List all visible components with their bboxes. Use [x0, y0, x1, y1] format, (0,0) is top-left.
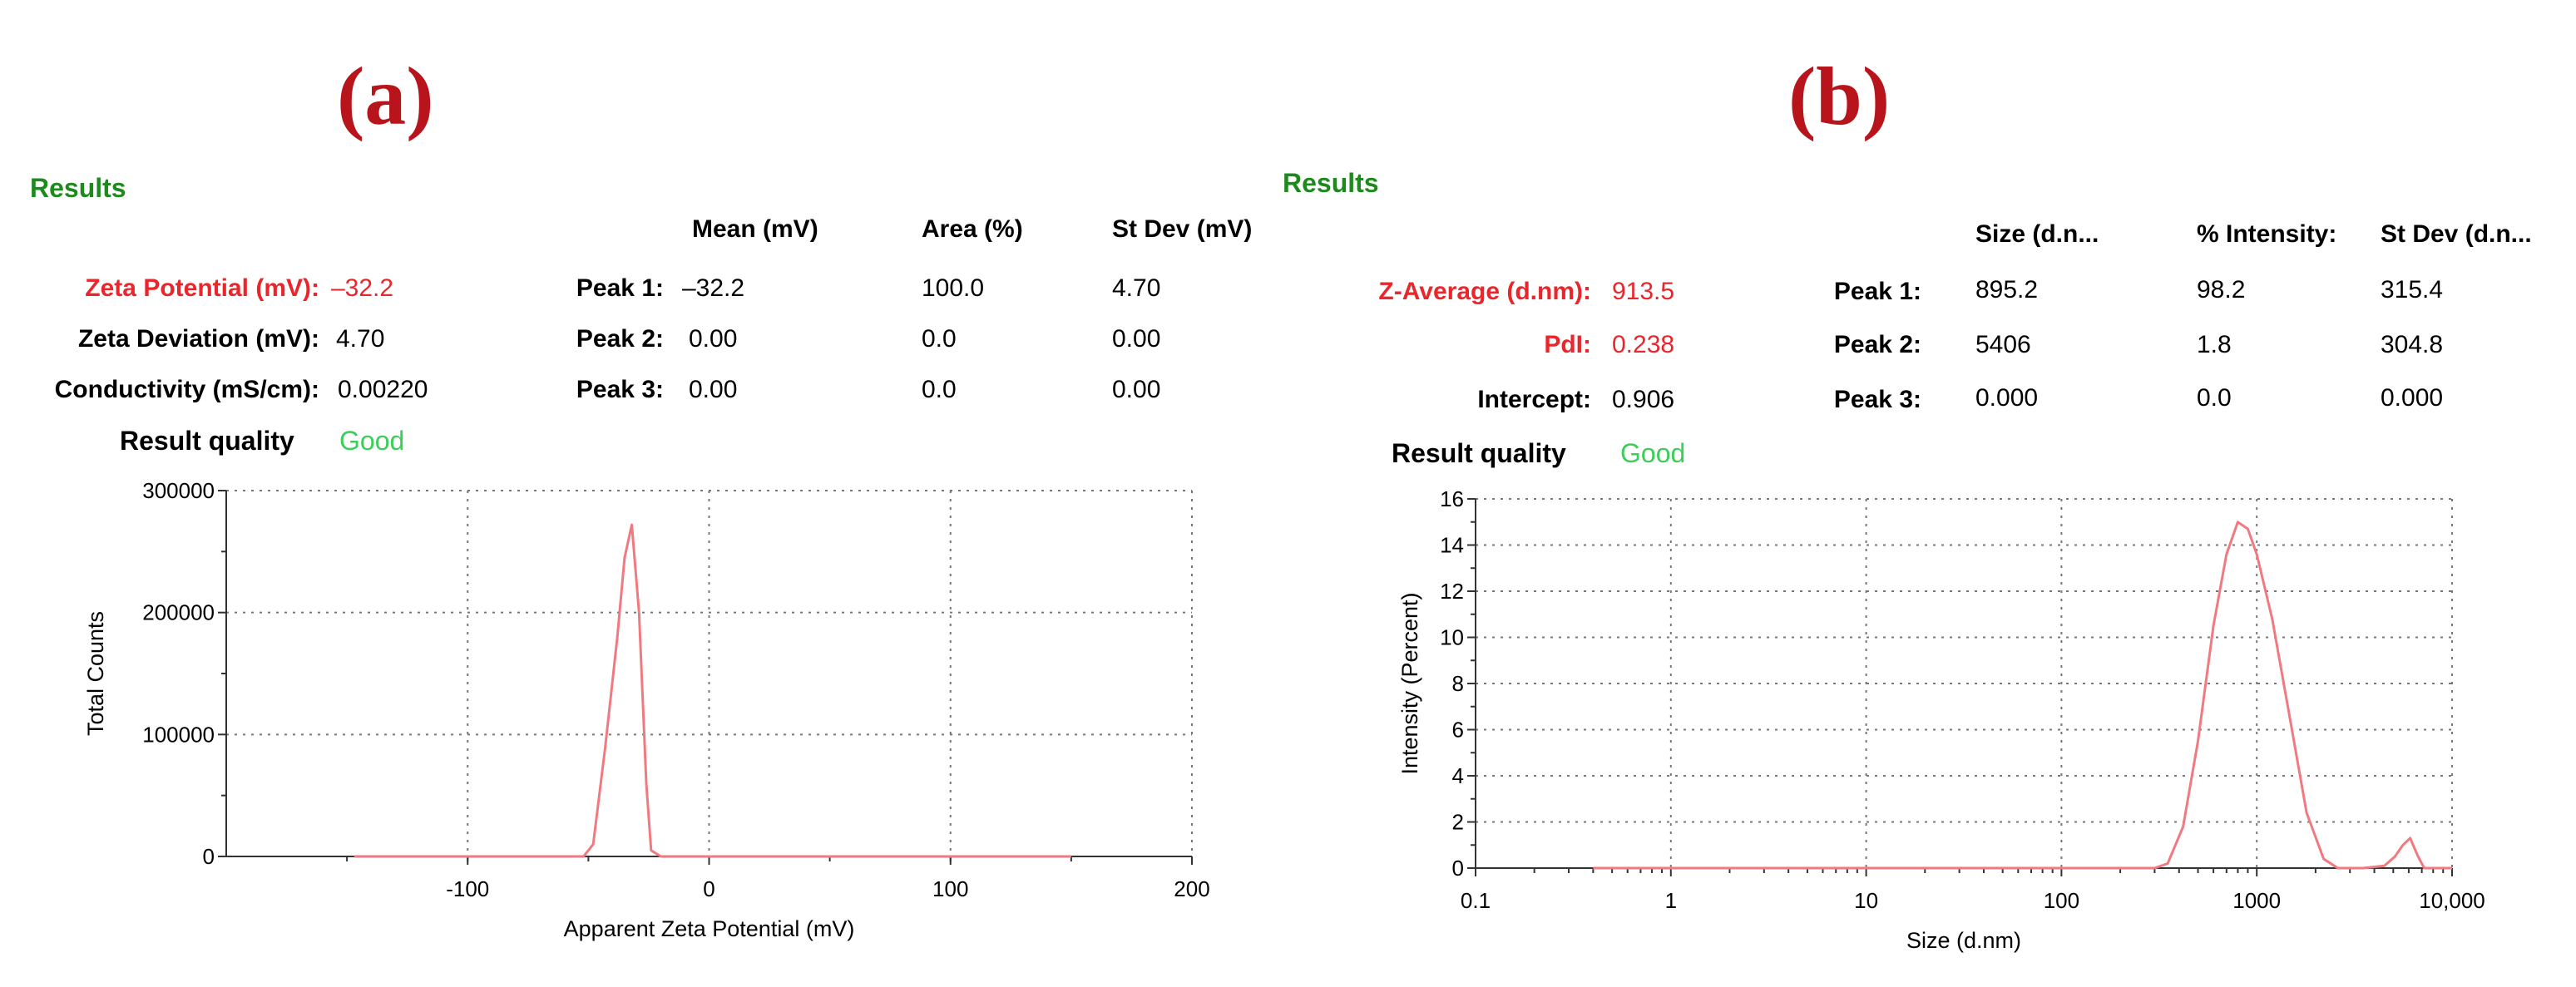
results-heading-a: Results: [30, 173, 126, 203]
panel-a-label: (a): [337, 50, 434, 142]
x-tick-label: 200: [1174, 876, 1209, 901]
peak-b-3-size: 0.000: [1975, 384, 2039, 412]
peak-b-1-size: 895.2: [1975, 276, 2039, 304]
peak-a-1-mean: –32.2: [682, 274, 745, 302]
peak-label-b-3: Peak 3:: [1833, 386, 1921, 413]
y-tick-label: 0: [1452, 856, 1464, 881]
results-heading-b: Results: [1283, 168, 1379, 198]
peak-a-2-mean: 0.00: [689, 325, 738, 353]
peak-label-a-1: Peak 1:: [576, 274, 664, 302]
column-header-mean: Mean (mV): [692, 215, 818, 243]
peak-a-1-area: 100.0: [922, 274, 985, 302]
peak-b-2-stdev: 304.8: [2381, 331, 2444, 358]
peak-a-3-stdev: 0.00: [1112, 376, 1161, 403]
metric-label-z-average: Z-Average (d.nm):: [1378, 278, 1591, 305]
y-tick-label: 10: [1440, 625, 1464, 650]
y-tick-label: 4: [1452, 763, 1464, 788]
x-axis-title: Apparent Zeta Potential (mV): [564, 916, 855, 941]
x-tick-label: 1: [1665, 888, 1677, 913]
x-axis-title: Size (d.nm): [1906, 928, 2021, 953]
metric-value-intercept: 0.906: [1612, 386, 1675, 413]
x-tick-label: -100: [446, 876, 489, 901]
metric-value-zeta-potential: –32.2: [331, 274, 394, 302]
peak-b-3-stdev: 0.000: [2381, 384, 2444, 412]
peak-label-b-1: Peak 1:: [1833, 278, 1921, 305]
x-tick-label: 0.1: [1461, 888, 1491, 913]
peak-b-3-intensity: 0.0: [2197, 384, 2232, 412]
column-header-size: Size (d.n...: [1975, 220, 2099, 248]
peak-a-1-stdev: 4.70: [1112, 274, 1161, 302]
size-distribution-chart: 0 2 4 6 8 10 12 14 16 0.1 1 10 100 1000 10,000 Size (d.…: [1397, 486, 2485, 953]
series-line: [354, 523, 1071, 858]
metric-value-pdi: 0.238: [1612, 331, 1675, 358]
panel-b-label: (b): [1788, 50, 1891, 142]
zeta-potential-chart: 0 100000 200000 300000 -100 0 100 200 Apparent Z…: [83, 478, 1210, 941]
metric-value-conductivity: 0.00220: [338, 376, 428, 403]
peak-a-3-mean: 0.00: [689, 376, 738, 403]
y-tick-label: 0: [203, 844, 215, 869]
y-tick-label: 8: [1452, 671, 1464, 696]
y-axis-title: Total Counts: [83, 611, 108, 736]
x-tick-label: 0: [703, 876, 714, 901]
column-header-stdev-b: St Dev (d.n...: [2381, 220, 2532, 248]
y-axis-title: Intensity (Percent): [1397, 592, 1422, 774]
peak-b-2-intensity: 1.8: [2197, 331, 2232, 358]
peak-a-2-stdev: 0.00: [1112, 325, 1161, 353]
y-tick-label: 100000: [142, 722, 215, 747]
x-tick-label: 100: [2044, 888, 2079, 913]
x-tick-label: 10,000: [2419, 888, 2485, 913]
peak-b-2-size: 5406: [1975, 331, 2031, 358]
result-quality-value-b: Good: [1620, 438, 1686, 468]
result-quality-label-b: Result quality: [1392, 438, 1566, 468]
x-tick-label: 10: [1854, 888, 1878, 913]
metric-value-z-average: 913.5: [1612, 278, 1675, 305]
metric-label-zeta-deviation: Zeta Deviation (mV):: [77, 325, 319, 353]
x-tick-label: 1000: [2232, 888, 2281, 913]
metric-value-zeta-deviation: 4.70: [336, 325, 385, 353]
metric-label-conductivity: Conductivity (mS/cm):: [54, 376, 319, 403]
y-tick-label: 300000: [142, 478, 215, 503]
column-header-area: Area (%): [922, 215, 1023, 243]
peak-b-1-stdev: 315.4: [2381, 276, 2444, 304]
peak-label-a-2: Peak 2:: [576, 325, 664, 353]
y-tick-label: 16: [1440, 486, 1464, 511]
x-tick-label: 100: [932, 876, 968, 901]
column-header-intensity: % Intensity:: [2197, 220, 2337, 248]
peak-a-2-area: 0.0: [922, 325, 957, 353]
y-tick-label: 14: [1440, 533, 1464, 558]
metric-label-pdi: PdI:: [1544, 331, 1591, 358]
result-quality-value-a: Good: [339, 426, 405, 456]
peak-b-1-intensity: 98.2: [2197, 276, 2246, 304]
y-tick-label: 200000: [142, 600, 215, 625]
metric-label-intercept: Intercept:: [1477, 386, 1591, 413]
result-quality-label-a: Result quality: [120, 426, 294, 456]
series-line: [1593, 521, 2452, 870]
y-tick-label: 2: [1452, 810, 1464, 835]
peak-a-3-area: 0.0: [922, 376, 957, 403]
y-tick-label: 12: [1440, 579, 1464, 604]
metric-label-zeta-potential: Zeta Potential (mV):: [85, 274, 319, 302]
peak-label-b-2: Peak 2:: [1833, 331, 1921, 358]
column-header-stdev: St Dev (mV): [1112, 215, 1253, 243]
y-tick-label: 6: [1452, 718, 1464, 743]
peak-label-a-3: Peak 3:: [576, 376, 664, 403]
